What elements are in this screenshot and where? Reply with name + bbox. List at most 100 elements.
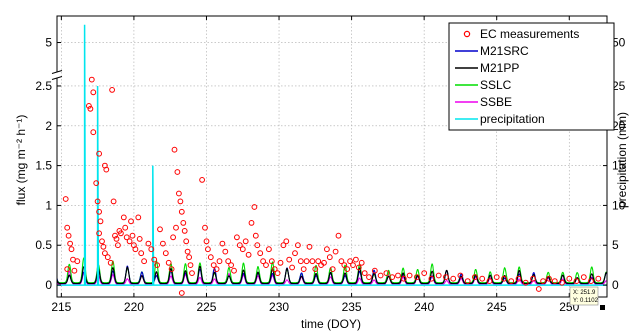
ec-point	[234, 234, 240, 241]
ec-point	[344, 266, 351, 273]
ec-point	[122, 224, 129, 231]
ec-point	[183, 238, 190, 245]
legend-label-m21pp: M21PP	[480, 61, 519, 75]
ec-point	[472, 274, 478, 281]
legend-label-m21src: M21SRC	[480, 44, 529, 58]
axis-ticks: 215 220 225 230 235 240 245 25000.511.522.55051…	[35, 16, 626, 314]
ec-point	[132, 246, 139, 253]
ec-point	[97, 218, 104, 225]
datatip-y: Y: 0.1102	[573, 298, 599, 304]
ec-point	[300, 266, 307, 273]
ec-point	[104, 254, 111, 261]
legend-label-precipitation: precipitation	[480, 112, 545, 126]
ec-point	[102, 250, 108, 257]
y2-tick-label: 5	[612, 238, 619, 252]
ec-point	[566, 275, 573, 282]
legend-marker-ec	[463, 30, 471, 38]
ec-point	[216, 258, 223, 265]
ec-point	[99, 238, 105, 245]
ec-point	[306, 243, 313, 250]
ec-point	[136, 236, 143, 242]
ec-point	[450, 275, 457, 282]
legend-label-ssbe: SSBE	[480, 95, 512, 109]
ec-point	[180, 220, 187, 226]
ec-point	[178, 208, 185, 215]
ec-point	[207, 254, 214, 261]
ec-point	[90, 89, 97, 96]
ec-point	[321, 259, 327, 266]
ec-point	[71, 267, 78, 274]
legend: EC measurements M21SRC M21PP SSLC SSBE p…	[448, 22, 615, 131]
datatip[interactable]: X: 251.9 Y: 0.1102	[569, 286, 605, 310]
ec-point	[254, 242, 261, 249]
ec-point	[257, 250, 264, 257]
ec-point	[338, 258, 345, 265]
ec-point	[162, 250, 169, 257]
x-tick-label: 245	[487, 300, 507, 314]
ec-point	[219, 240, 226, 247]
ec-point	[295, 242, 301, 249]
ec-point	[551, 278, 558, 285]
ec-point	[588, 278, 594, 285]
ec-point	[160, 240, 166, 247]
ec-point	[88, 76, 95, 83]
ec-point	[486, 278, 493, 285]
y2-tick-label: 50	[612, 36, 626, 50]
ec-point	[222, 248, 229, 255]
ec-point	[174, 169, 181, 175]
ec-point	[312, 266, 319, 273]
ec-point	[493, 274, 500, 281]
ec-point	[176, 190, 182, 197]
ec-point	[178, 290, 185, 296]
x-tick-label: 220	[124, 300, 144, 314]
ec-point	[123, 234, 130, 241]
y-axis-label: flux (mg m⁻² h⁻¹)	[14, 115, 28, 206]
ec-point	[113, 236, 120, 242]
series-line-m21pp	[56, 265, 608, 285]
ec-point	[120, 214, 127, 221]
ec-point	[271, 266, 278, 273]
ec-point	[289, 264, 296, 271]
ec-point	[383, 270, 390, 277]
ec-point	[286, 256, 293, 263]
ec-point	[366, 274, 372, 281]
ec-point	[464, 278, 471, 285]
ec-point	[406, 272, 413, 279]
ec-point	[170, 234, 177, 241]
ec-point	[377, 272, 384, 279]
ec-point	[428, 275, 435, 282]
ec-point	[309, 258, 316, 265]
ec-point	[573, 278, 580, 285]
ec-point	[118, 230, 124, 237]
ec-point	[184, 248, 191, 255]
ec-point	[112, 232, 118, 239]
axis-break-mark-left	[51, 70, 63, 74]
ec-point	[94, 198, 101, 205]
plot-frame	[56, 15, 608, 298]
y-tick-label: 2	[45, 119, 52, 133]
y-tick-label: 2.5	[35, 79, 52, 93]
y-tick-label: 0.5	[35, 238, 52, 252]
ec-point	[96, 208, 102, 215]
ec-point	[236, 242, 243, 249]
x-tick-label: 230	[269, 300, 289, 314]
ec-point	[96, 230, 102, 237]
ec-point	[358, 259, 365, 266]
ec-point	[64, 224, 71, 231]
ec-point	[135, 214, 142, 221]
ec-point	[110, 198, 117, 205]
ec-point	[231, 267, 237, 274]
ec-point	[353, 256, 359, 263]
ec-point	[187, 262, 194, 269]
ec-point	[205, 246, 211, 253]
ec-point	[315, 258, 322, 265]
ec-point	[202, 224, 208, 231]
ec-point	[245, 251, 252, 258]
ec-point	[64, 266, 71, 273]
ec-point	[181, 228, 188, 234]
ec-point	[280, 242, 287, 249]
ec-point	[395, 272, 401, 279]
y2-tick-label: 25	[612, 79, 626, 93]
ec-point	[332, 248, 339, 255]
x-axis-label: time (DOY)	[301, 317, 361, 331]
